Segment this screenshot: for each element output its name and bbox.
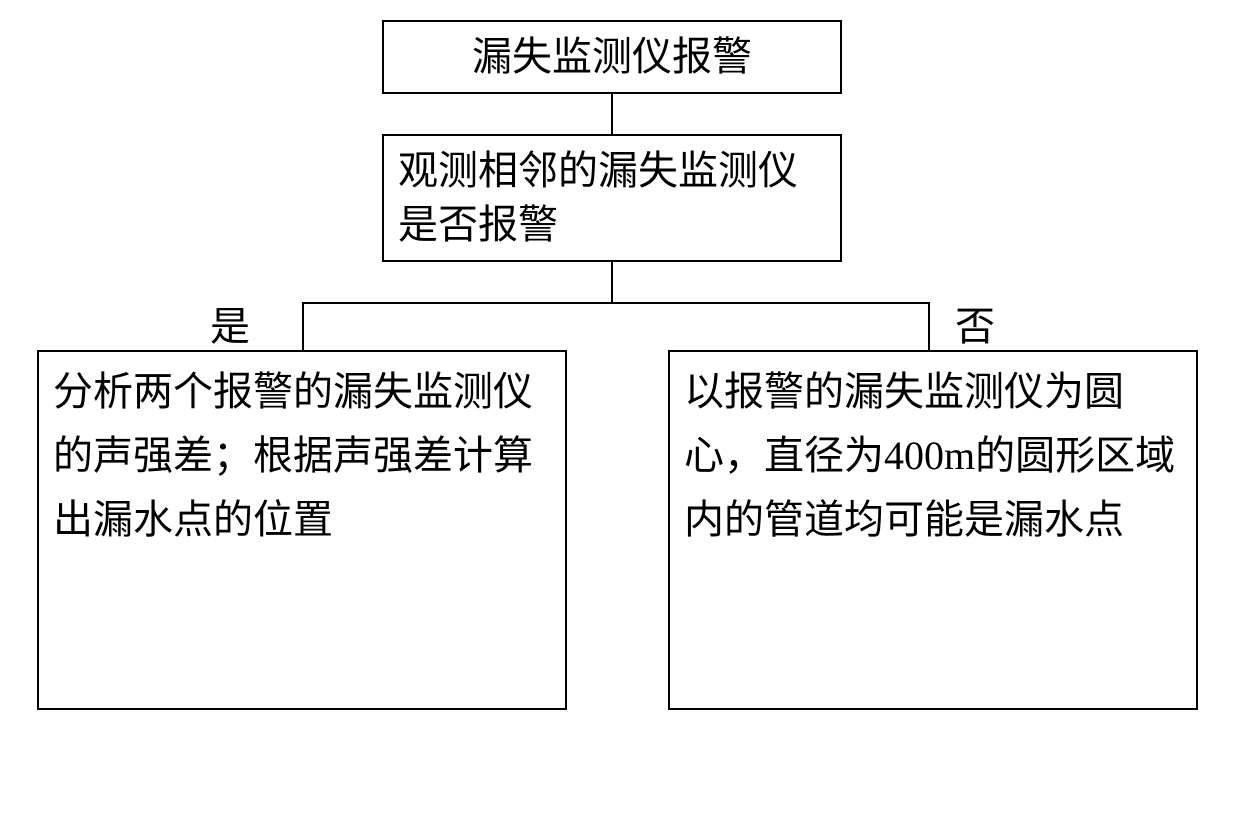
node-no-branch: 以报警的漏失监测仪为圆心，直径为400m的圆形区域内的管道均可能是漏水点 — [668, 350, 1198, 710]
connector-4 — [302, 302, 304, 350]
edge-label-no: 否 — [955, 294, 995, 352]
connector-2 — [611, 262, 613, 304]
node-no-text: 以报警的漏失监测仪为圆心，直径为400m的圆形区域内的管道均可能是漏水点 — [684, 360, 1182, 552]
node-check-adjacent-text: 观测相邻的漏失监测仪是否报警 — [398, 144, 826, 252]
edge-label-yes-text: 是 — [210, 304, 250, 349]
node-alarm-text: 漏失监测仪报警 — [472, 30, 752, 84]
node-yes-branch: 分析两个报警的漏失监测仪的声强差；根据声强差计算出漏水点的位置 — [37, 350, 567, 710]
connector-1 — [611, 94, 613, 134]
connector-3 — [302, 302, 930, 304]
node-check-adjacent: 观测相邻的漏失监测仪是否报警 — [382, 134, 842, 262]
node-alarm: 漏失监测仪报警 — [382, 20, 842, 94]
edge-label-yes: 是 — [210, 294, 250, 352]
edge-label-no-text: 否 — [955, 304, 995, 349]
node-yes-text: 分析两个报警的漏失监测仪的声强差；根据声强差计算出漏水点的位置 — [53, 360, 551, 552]
connector-5 — [928, 302, 930, 350]
